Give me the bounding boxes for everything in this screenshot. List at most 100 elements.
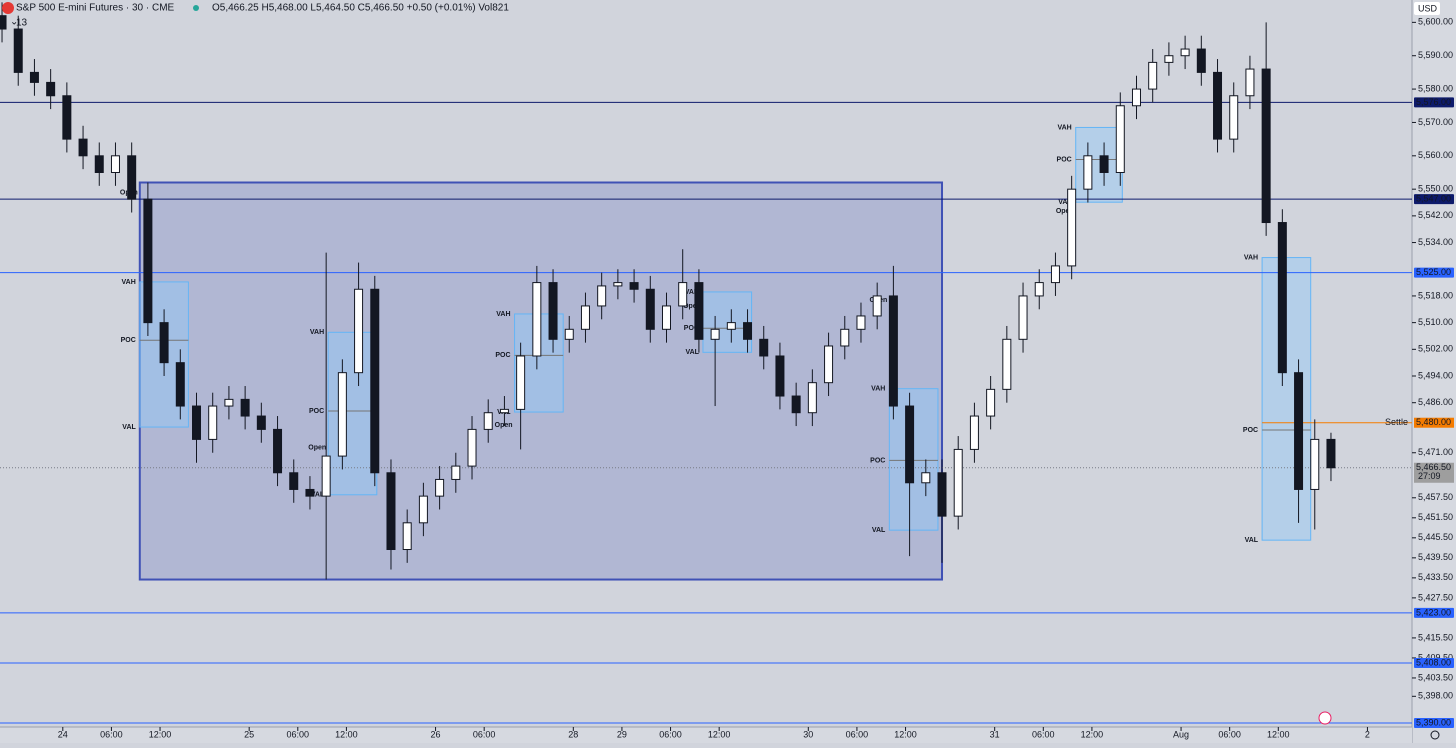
plot-background [0,0,1412,727]
axes: 5,600.00 5,590.00 5,580.00 5,570.00 5,560.00… [58,17,1454,739]
x-tick-label: 28 [568,729,578,739]
candle-body [354,288,364,374]
candle-body [580,305,590,330]
x-tick-label: 25 [244,729,254,739]
candle-body [370,288,380,474]
y-tick-label: 5,600.00 [1418,17,1453,27]
x-tick-label: 2 [1365,729,1370,739]
symbol-icon[interactable] [2,2,14,14]
val-label: VAL [122,424,136,431]
val-label: VAL [1058,199,1072,206]
y-tick-label: 5,398.00 [1418,691,1453,701]
x-tick-label: 06:00 [659,729,682,739]
y-tick-label: 5,502.00 [1418,344,1453,354]
candle-body [726,322,736,330]
level-label: 5,547.00 [1416,194,1451,204]
y-tick-label: 5,580.00 [1418,83,1453,93]
candle-body [840,328,850,347]
chart-title: S&P 500 E-mini Futures · 30 · CME [16,3,175,14]
poc-label: POC [309,408,324,415]
x-tick-label: 29 [617,729,627,739]
candle-body [418,495,428,524]
candle-body [888,295,898,407]
candle-body [94,155,104,173]
candle-body [1213,71,1223,140]
currency-box[interactable] [1414,2,1440,15]
candle-body [29,71,39,83]
y-tick-label: 5,445.50 [1418,532,1453,542]
candle-body [548,282,558,340]
x-tick-label: 26 [431,729,441,739]
candle-body [1050,265,1060,284]
candle-body [273,428,283,474]
level-label: 5,525.00 [1416,267,1451,277]
y-tick-label: 5,550.00 [1418,184,1453,194]
candle-body [710,328,720,340]
candle-body [1083,155,1093,190]
x-tick-label: 24 [58,729,68,739]
candle-body [337,372,347,457]
candle-body [110,155,120,173]
event-icon[interactable] [1318,711,1332,725]
candle-body [759,338,769,357]
candle-body [1164,55,1174,63]
x-tick-label: 12:00 [708,729,731,739]
candle-body [467,428,477,467]
candle-body [1229,95,1239,140]
candle-body [1196,48,1206,73]
level-badge [1414,657,1454,668]
time-axis [0,727,1412,743]
last-price-label: 5,466.50 [1416,462,1451,472]
candle-body [1099,155,1109,173]
candle-body [1034,282,1044,297]
settle-label: 5,480.00 [1416,417,1451,427]
level-badge [1414,194,1454,205]
candle-body [483,412,493,430]
y-tick-label: 5,451.50 [1418,512,1453,522]
candle-body [256,415,266,430]
settings-icon[interactable] [1430,730,1440,740]
poc-label: POC [684,325,699,332]
vah-label: VAH [310,329,324,336]
candle-body [1245,68,1255,97]
candle-body [613,282,623,287]
value-area [327,331,378,496]
candle-body [78,138,88,157]
candle-body [1131,88,1141,107]
candle-body [0,15,7,30]
x-tick-label: 06:00 [1218,729,1241,739]
candle-body [516,355,526,410]
candle-body [986,388,996,417]
candles [0,2,1336,580]
candle-body [1148,61,1158,90]
val-label: VAL [1245,537,1259,544]
candle-body [1067,188,1077,267]
y-tick-label: 5,534.00 [1418,237,1453,247]
indicator-toggle[interactable]: ⌄ [10,17,18,28]
candle-body [451,465,461,480]
candle-body [824,345,834,384]
last-price-badge [1414,462,1454,483]
y-tick-label: 5,570.00 [1418,117,1453,127]
x-tick-label: 06:00 [287,729,310,739]
candle-body [661,305,671,330]
poc-label: POC [495,352,510,359]
value-area [702,291,753,353]
open-label: Open [683,303,701,310]
y-tick-label: 5,590.00 [1418,50,1453,60]
x-tick-label: 06:00 [473,729,496,739]
candle-body [807,382,817,414]
x-tick-label: 12:00 [149,729,172,739]
candle-body [143,198,153,324]
candle-body [175,362,185,407]
x-tick-label: 12:00 [1081,729,1104,739]
settle-badge [1414,417,1454,428]
candle-body [192,405,202,440]
candle-body [1326,438,1336,469]
open-label: Open [1056,208,1074,215]
currency[interactable]: USD [1418,3,1438,13]
candle-body [629,282,639,290]
x-tick-label: 30 [803,729,813,739]
